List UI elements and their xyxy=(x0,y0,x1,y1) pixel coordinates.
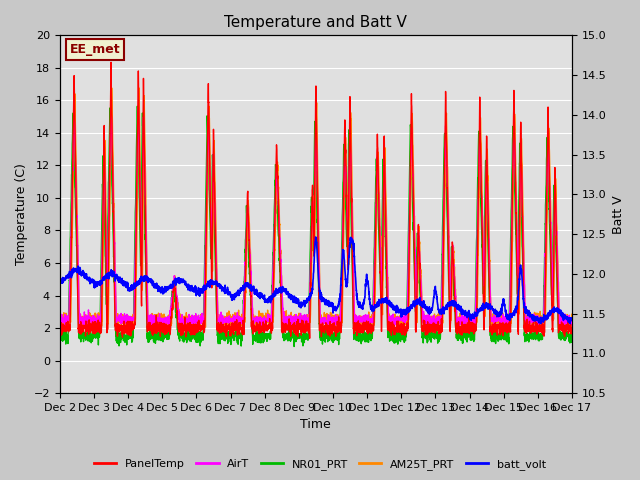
Text: EE_met: EE_met xyxy=(70,43,121,56)
Title: Temperature and Batt V: Temperature and Batt V xyxy=(225,15,407,30)
Y-axis label: Temperature (C): Temperature (C) xyxy=(15,163,28,265)
Legend: PanelTemp, AirT, NR01_PRT, AM25T_PRT, batt_volt: PanelTemp, AirT, NR01_PRT, AM25T_PRT, ba… xyxy=(90,455,550,474)
Y-axis label: Batt V: Batt V xyxy=(612,195,625,234)
X-axis label: Time: Time xyxy=(301,419,332,432)
